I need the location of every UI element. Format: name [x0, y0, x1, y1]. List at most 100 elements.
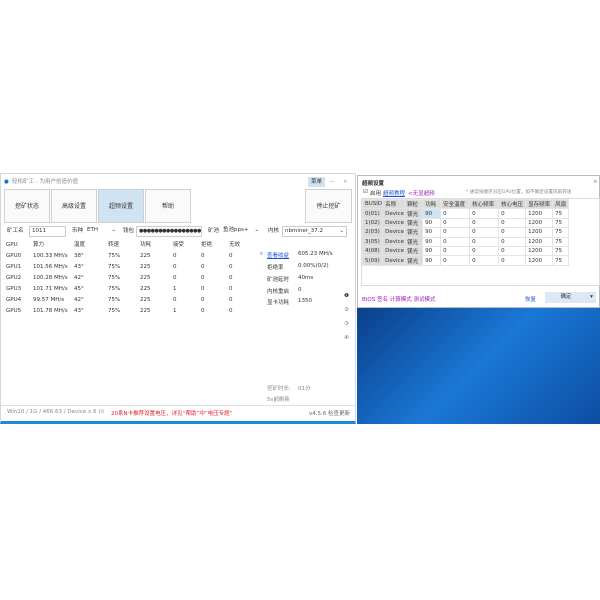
- oc-cell-core-voltage[interactable]: 0: [498, 208, 527, 219]
- kernel-select[interactable]: nbminer_37.2 ⌄: [282, 226, 347, 237]
- col-hashrate: 算力: [33, 242, 45, 248]
- cell-power: 225: [140, 253, 151, 259]
- oc-cell-mem-clock[interactable]: 1200: [525, 255, 554, 266]
- oc-cell-core-clock[interactable]: 0: [469, 236, 500, 247]
- oc-cell-memory: 镁光: [404, 236, 424, 247]
- tab-overclock-settings[interactable]: 超频设置: [98, 189, 144, 223]
- oc-cell-power[interactable]: 90: [422, 208, 442, 219]
- oc-cell-fan[interactable]: 75: [552, 245, 570, 257]
- oc-cell-core-clock[interactable]: 0: [469, 255, 500, 266]
- page-4-button[interactable]: ④: [344, 335, 349, 341]
- search-icon: ⌕: [260, 251, 264, 257]
- oc-row: 1(02) Device 镁光 90 0 0 0 1200 75: [361, 217, 570, 229]
- oc-grid: BUSID 名称 颗粒 功耗 安全温度 核心频率 核心电压 显存频率 风扇 0(01) Device…: [361, 198, 600, 286]
- oc-cell-mem-clock[interactable]: 1200: [525, 208, 554, 219]
- oc-cell-core-voltage[interactable]: 0: [498, 245, 527, 257]
- cell-power: 225: [140, 264, 151, 270]
- oc-cell-power[interactable]: 90: [422, 217, 442, 229]
- oc-cell-core-clock[interactable]: 0: [469, 217, 500, 229]
- no-display-oc-link[interactable]: <无显超频: [408, 191, 435, 197]
- col-power: 功耗: [140, 242, 152, 248]
- oc-cell-mem-clock[interactable]: 1200: [525, 236, 554, 247]
- voltage-notice[interactable]: 20系N卡推荐设置电压，详见“帮助”中“电压专题”: [111, 411, 233, 417]
- view-earnings-link[interactable]: 查看收益: [267, 253, 290, 259]
- oc-cell-core-clock[interactable]: 0: [469, 208, 500, 219]
- oc-cell-name: Device: [382, 236, 406, 247]
- oc-cell-core-clock[interactable]: 0: [469, 245, 500, 257]
- oc-cell-power[interactable]: 90: [422, 255, 442, 266]
- oc-cell-safe-temp[interactable]: 0: [440, 255, 471, 266]
- miner-input[interactable]: 1011: [29, 226, 66, 237]
- oc-cell-fan[interactable]: 75: [552, 208, 570, 219]
- minimize-button[interactable]: —: [329, 179, 335, 185]
- oc-cell-name: Device: [382, 208, 406, 219]
- col-gpu: GPU: [6, 242, 18, 248]
- bios-mode-links[interactable]: BIOS 签名 计算模式 测试模式: [362, 297, 436, 303]
- oc-cell-power[interactable]: 90: [422, 236, 442, 247]
- oc-cell-fan[interactable]: 75: [552, 227, 570, 238]
- cell-gpu: GPU0: [6, 253, 22, 259]
- wallet-label: 钱包: [123, 228, 135, 234]
- wallet-input[interactable]: ●●●●●●●●●●●●●●●●●●: [136, 226, 202, 237]
- tab-mining-status[interactable]: 挖矿状态: [4, 189, 50, 223]
- page-1-button[interactable]: ❶: [344, 293, 349, 299]
- oc-cell-power[interactable]: 90: [422, 245, 442, 257]
- app-logo-icon: ●: [4, 179, 9, 185]
- enable-checkbox[interactable]: ☑: [363, 189, 368, 195]
- status-divider: [1, 405, 355, 406]
- oc-cell-fan[interactable]: 75: [552, 236, 570, 247]
- page-3-button[interactable]: ③: [344, 321, 349, 327]
- oc-cell-core-voltage[interactable]: 0: [498, 227, 527, 238]
- oc-cell-name: Device: [382, 227, 406, 238]
- menu-button[interactable]: 菜单: [308, 177, 326, 187]
- gpu-row: GPU1 101.56 MH/s 43° 75% 225 0 0 0: [1, 262, 251, 273]
- oc-cell-core-voltage[interactable]: 0: [498, 255, 527, 266]
- oc-cell-mem-clock[interactable]: 1200: [525, 245, 554, 257]
- page-2-button[interactable]: ②: [344, 307, 349, 313]
- oc-cell-mem-clock[interactable]: 1200: [525, 227, 554, 238]
- oc-cell-fan[interactable]: 75: [552, 217, 570, 229]
- tutorial-link[interactable]: 超频教程: [383, 191, 406, 197]
- pool-select[interactable]: 鱼池pps+ ⌄: [221, 226, 261, 237]
- oc-cell-core-voltage[interactable]: 0: [498, 217, 527, 229]
- col-rejected: 拒绝: [201, 242, 213, 248]
- oc-cell-safe-temp[interactable]: 0: [440, 236, 471, 247]
- oc-col-fan: 风扇: [552, 198, 570, 210]
- stop-mining-button[interactable]: 停止挖矿: [305, 189, 352, 223]
- oc-cell-fan[interactable]: 75: [552, 255, 570, 266]
- cell-invalid: 0: [229, 308, 233, 314]
- oc-cell-busid: 0(01): [361, 208, 384, 219]
- col-temp: 温度: [74, 242, 86, 248]
- oc-cell-power[interactable]: 90: [422, 227, 442, 238]
- oc-cell-core-clock[interactable]: 0: [469, 227, 500, 238]
- oc-col-memory: 颗粒: [404, 198, 424, 210]
- tab-advanced-settings[interactable]: 高级设置: [51, 189, 97, 223]
- cell-rejected: 0: [201, 253, 205, 259]
- chevron-down-icon: ⌄: [111, 227, 116, 233]
- oc-cell-core-voltage[interactable]: 0: [498, 236, 527, 247]
- ok-dropdown-icon[interactable]: ▾: [587, 292, 596, 303]
- reject-rate-label: 拒绝率: [267, 265, 284, 271]
- cell-temp: 43°: [74, 308, 84, 314]
- cell-temp: 45°: [74, 286, 84, 292]
- oc-cell-safe-temp[interactable]: 0: [440, 217, 471, 229]
- cell-hashrate: 101.56 MH/s: [33, 264, 68, 270]
- tab-help[interactable]: 帮助: [145, 189, 191, 223]
- duration: 01分: [298, 386, 311, 392]
- oc-cell-safe-temp[interactable]: 0: [440, 227, 471, 238]
- close-button[interactable]: ×: [343, 179, 348, 185]
- window-title: 轻松矿工 - 为用户创造价值: [12, 179, 78, 185]
- oc-cell-safe-temp[interactable]: 0: [440, 208, 471, 219]
- refresh-time: 5s前刷新: [267, 397, 290, 403]
- cell-accepted: 0: [173, 297, 177, 303]
- restore-button[interactable]: 恢复: [525, 297, 537, 303]
- coin-select[interactable]: ETH ⌄: [85, 226, 118, 237]
- version-check-update[interactable]: v4.5.6 检查更新: [309, 411, 350, 417]
- oc-cell-safe-temp[interactable]: 0: [440, 245, 471, 257]
- oc-cell-mem-clock[interactable]: 1200: [525, 217, 554, 229]
- cell-temp: 42°: [74, 297, 84, 303]
- cell-invalid: 0: [229, 264, 233, 270]
- dialog-close-button[interactable]: ×: [593, 179, 598, 185]
- cell-accepted: 0: [173, 275, 177, 281]
- ok-button[interactable]: 确定: [545, 292, 587, 303]
